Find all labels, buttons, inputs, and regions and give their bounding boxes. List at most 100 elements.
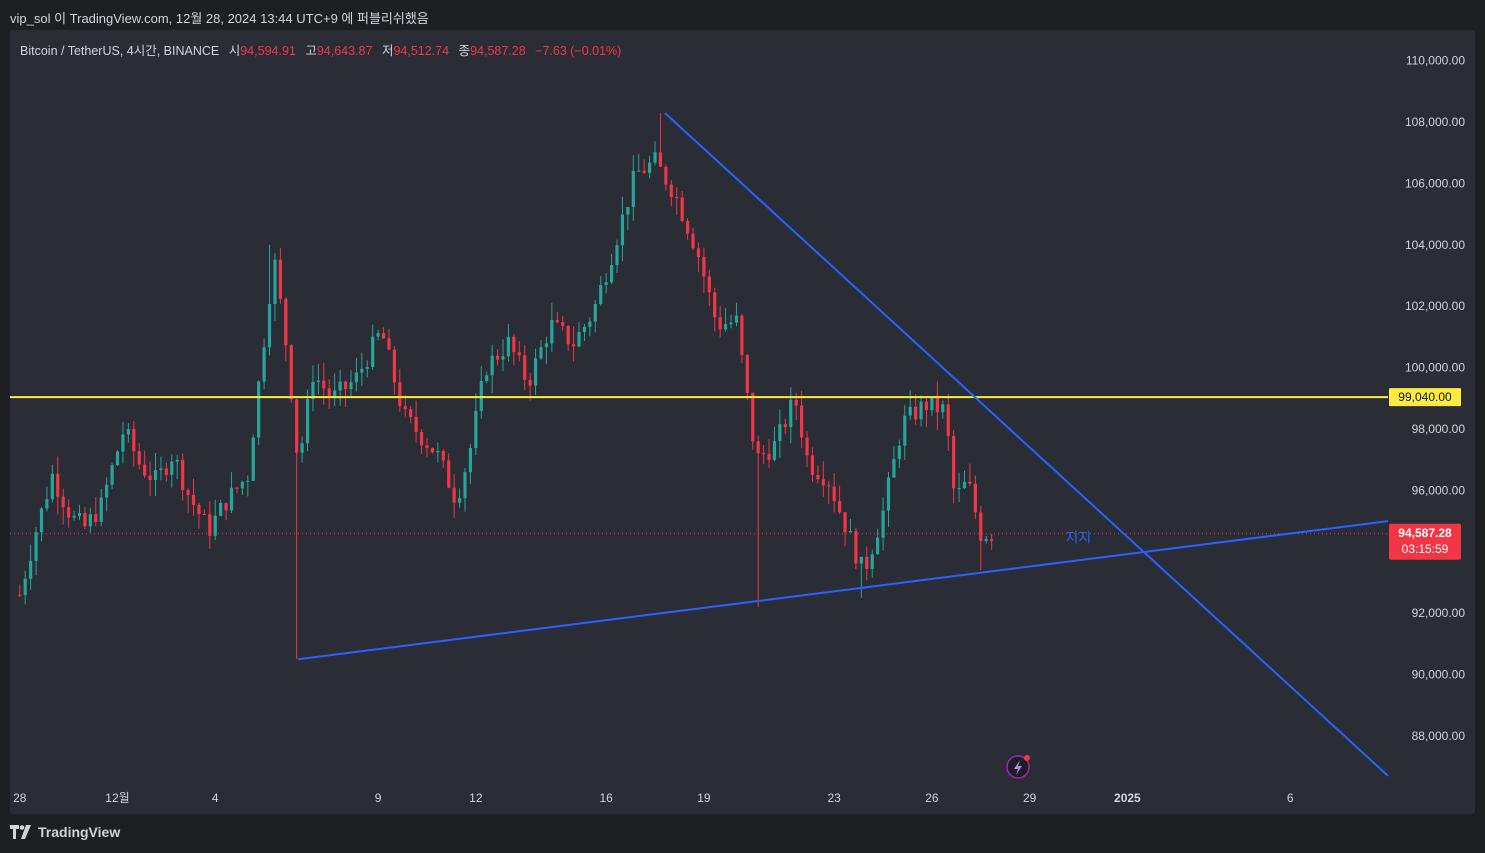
- candle-body: [251, 437, 255, 481]
- candle-body: [170, 461, 174, 475]
- candle-body: [295, 399, 299, 453]
- close-label: 종: [458, 44, 471, 58]
- candle-body: [566, 325, 570, 345]
- candle-body: [246, 480, 250, 482]
- candle-body: [843, 512, 847, 533]
- candle-body: [105, 484, 109, 498]
- time-tick-label: 4: [212, 791, 219, 805]
- candle-body: [506, 336, 511, 357]
- tradingview-logo-icon: [10, 825, 31, 839]
- candle-body: [593, 304, 597, 322]
- candle-body: [501, 356, 505, 360]
- candle-body: [740, 315, 744, 356]
- candle-body: [126, 429, 130, 435]
- candle-body: [930, 396, 934, 411]
- candle-body: [762, 453, 766, 455]
- candle-body: [550, 320, 554, 344]
- candle-body: [121, 434, 125, 452]
- candlestick-chart[interactable]: 지지 110,000.00 108,000.00 106,000.00 104,000…: [10, 30, 1475, 814]
- candle-body: [571, 344, 576, 347]
- candle-body: [143, 464, 147, 476]
- candle-body: [962, 481, 967, 489]
- candle-body: [262, 347, 266, 382]
- candle-body: [707, 276, 711, 293]
- candle-body: [240, 481, 244, 489]
- candle-body: [365, 367, 369, 369]
- candle-body: [164, 468, 168, 475]
- candle-body: [919, 401, 923, 420]
- candle-body: [832, 486, 836, 502]
- candle-body: [680, 197, 684, 221]
- candle-body: [110, 465, 114, 485]
- countdown-label: 03:15:59: [1402, 542, 1449, 556]
- candle-body: [990, 539, 994, 541]
- candle-body: [392, 349, 397, 383]
- candle-body: [848, 530, 853, 533]
- candle-body: [924, 401, 929, 411]
- candle-body: [349, 382, 353, 390]
- candle-body: [197, 504, 201, 515]
- time-tick-label: 26: [925, 791, 939, 805]
- candle-body: [724, 324, 728, 330]
- price-tick-label: 100,000.00: [1405, 361, 1465, 375]
- price-tick-label: 88,000.00: [1412, 729, 1466, 743]
- candle-body: [626, 206, 630, 215]
- candle-body: [675, 197, 679, 199]
- tradingview-brand[interactable]: TradingView: [10, 824, 120, 840]
- price-tick-label: 96,000.00: [1412, 483, 1466, 497]
- candle-body: [338, 381, 342, 391]
- candle-body: [376, 333, 380, 337]
- candle-body: [914, 406, 918, 420]
- bolt-glyph: [1014, 760, 1022, 775]
- open-label: 시: [228, 44, 241, 58]
- candle-body: [257, 381, 261, 438]
- candle-body: [984, 539, 988, 541]
- candle-body: [490, 355, 494, 376]
- candle-body: [734, 315, 739, 323]
- candle-body: [631, 170, 635, 207]
- candle-body: [300, 443, 304, 453]
- time-tick-label: 2025: [1114, 791, 1141, 805]
- symbol-title: Bitcoin / TetherUS, 4시간, BINANCE: [20, 44, 220, 58]
- low-value: 94,512.74: [393, 44, 450, 58]
- replay-icon[interactable]: [1006, 755, 1030, 779]
- candles: [18, 112, 994, 660]
- candle-body: [609, 265, 614, 283]
- candle-body: [865, 556, 869, 569]
- candle-body: [827, 485, 831, 487]
- candle-body: [533, 358, 538, 386]
- candle-body: [333, 390, 337, 397]
- candle-body: [794, 399, 798, 406]
- high-value: 94,643.87: [316, 44, 373, 58]
- candle-body: [229, 487, 234, 511]
- candle-body: [941, 404, 945, 413]
- candle-body: [463, 472, 467, 499]
- chart-panel[interactable]: 지지 110,000.00 108,000.00 106,000.00 104,000…: [10, 30, 1475, 814]
- candle-body: [968, 481, 972, 484]
- last-price-badge: [1389, 523, 1461, 560]
- candle-body: [381, 333, 386, 339]
- price-tick-label: 90,000.00: [1412, 668, 1466, 682]
- candle-body: [360, 368, 364, 373]
- candle-body: [957, 488, 961, 490]
- brand-label: TradingView: [38, 824, 121, 840]
- candle-body: [457, 498, 462, 503]
- candle-body: [148, 475, 152, 480]
- candle-body: [620, 214, 625, 246]
- price-tick-label: 92,000.00: [1412, 606, 1466, 620]
- candle-body: [132, 429, 136, 452]
- notification-dot: [1024, 755, 1030, 761]
- candle-body: [425, 445, 429, 448]
- candle-body: [354, 372, 359, 383]
- candle-body: [604, 282, 608, 286]
- candle-body: [897, 445, 901, 459]
- candle-body: [153, 470, 158, 480]
- candle-body: [555, 320, 559, 323]
- candle-body: [772, 440, 777, 460]
- trendline-support: [298, 520, 1389, 661]
- candle-body: [387, 338, 391, 350]
- time-tick-label: 9: [375, 791, 382, 805]
- candle-body: [859, 556, 863, 564]
- candle-body: [267, 304, 272, 348]
- high-label: 고: [305, 44, 317, 58]
